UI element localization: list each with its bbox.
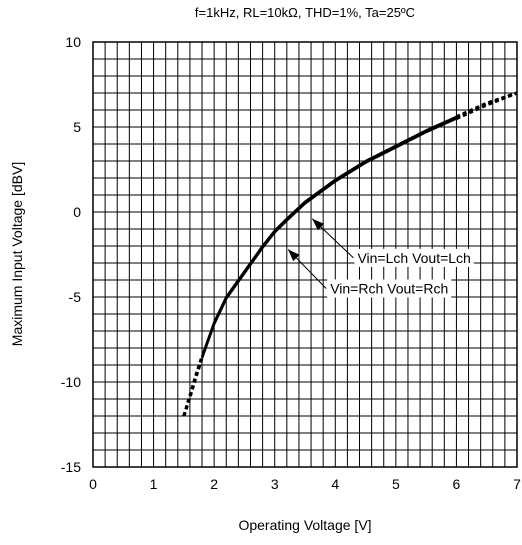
plot-frame [92, 41, 518, 468]
x-tick-labels: 0 1 2 3 4 5 6 7 [89, 476, 521, 492]
annotation-layer: Vin=Lch Vout=Lch Vin=Rch Vout=Rch [287, 218, 474, 298]
x-tick-label: 1 [150, 476, 158, 492]
y-tick-label: 0 [73, 204, 81, 220]
annotation-label: Vin=Rch Vout=Rch [330, 281, 448, 297]
annotation-arrowhead [288, 249, 300, 262]
x-tick-label: 0 [89, 476, 97, 492]
chart-title: f=1kHz, RL=10kΩ, THD=1%, Ta=25ºC [195, 5, 415, 20]
x-axis-label: Operating Voltage [V] [238, 517, 371, 533]
annotation-label-background [354, 248, 474, 267]
series-line-dashed-low [182, 357, 204, 417]
y-tick-label: 10 [65, 34, 81, 50]
y-axis-label: Maximum Input Voltage [dBV] [9, 162, 25, 346]
y-tick-label: -5 [69, 289, 82, 305]
y-tick-label: -15 [61, 459, 81, 475]
series-layer [182, 91, 518, 417]
annotation-arrowhead [312, 218, 325, 231]
series-line-solid [200, 117, 457, 359]
series-line-solid [200, 115, 457, 357]
x-tick-label: 7 [513, 476, 521, 492]
annotation-label-background [327, 279, 452, 298]
annotation-label: Vin=Lch Vout=Lch [357, 250, 470, 266]
series-line-dashed-high [455, 91, 518, 120]
x-tick-label: 2 [210, 476, 218, 492]
x-tick-label: 3 [271, 476, 279, 492]
y-tick-label: -10 [61, 374, 81, 390]
y-tick-labels: 10 5 0 -5 -10 -15 [61, 34, 81, 475]
y-tick-label: 5 [73, 119, 81, 135]
x-tick-label: 6 [453, 476, 461, 492]
x-tick-label: 4 [331, 476, 339, 492]
x-tick-label: 5 [392, 476, 400, 492]
